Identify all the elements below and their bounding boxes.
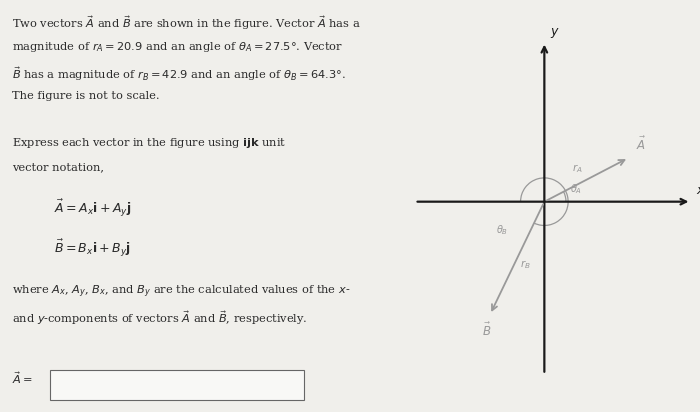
Text: $\theta_A$: $\theta_A$ <box>570 183 582 197</box>
Text: $\vec{A} = A_x\mathbf{i} + A_y\mathbf{j}$: $\vec{A} = A_x\mathbf{i} + A_y\mathbf{j}… <box>54 197 132 219</box>
Text: The figure is not to scale.: The figure is not to scale. <box>13 91 160 101</box>
Text: and $y$-components of vectors $\vec{A}$ and $\vec{B}$, respectively.: and $y$-components of vectors $\vec{A}$ … <box>13 309 308 327</box>
Text: $y$: $y$ <box>550 26 559 40</box>
Text: $r_B$: $r_B$ <box>519 259 531 272</box>
Text: where $A_x$, $A_y$, $B_x$, and $B_y$ are the calculated values of the $x$-: where $A_x$, $A_y$, $B_x$, and $B_y$ are… <box>13 284 351 300</box>
Text: $\vec{B}$ has a magnitude of $r_B = 42.9$ and an angle of $\theta_B = 64.3°$.: $\vec{B}$ has a magnitude of $r_B = 42.9… <box>13 66 346 83</box>
Text: $r_A$: $r_A$ <box>573 163 583 176</box>
Text: $\vec{A} = $: $\vec{A} = $ <box>13 370 34 386</box>
Text: $\vec{B}$: $\vec{B}$ <box>482 322 491 339</box>
FancyBboxPatch shape <box>50 370 304 400</box>
Text: magnitude of $r_A = 20.9$ and an angle of $\theta_A = 27.5°$. Vector: magnitude of $r_A = 20.9$ and an angle o… <box>13 40 344 54</box>
Text: Express each vector in the figure using $\mathbf{ijk}$ unit: Express each vector in the figure using … <box>13 136 286 150</box>
Text: vector notation,: vector notation, <box>13 162 104 172</box>
Text: $\theta_B$: $\theta_B$ <box>496 223 508 237</box>
Text: $\vec{B} = B_x\mathbf{i} + B_y\mathbf{j}$: $\vec{B} = B_x\mathbf{i} + B_y\mathbf{j}… <box>54 238 131 260</box>
Text: $\vec{A}$: $\vec{A}$ <box>636 136 645 152</box>
Text: Two vectors $\vec{A}$ and $\vec{B}$ are shown in the figure. Vector $\vec{A}$ ha: Two vectors $\vec{A}$ and $\vec{B}$ are … <box>13 14 361 32</box>
Text: $x$: $x$ <box>696 184 700 197</box>
